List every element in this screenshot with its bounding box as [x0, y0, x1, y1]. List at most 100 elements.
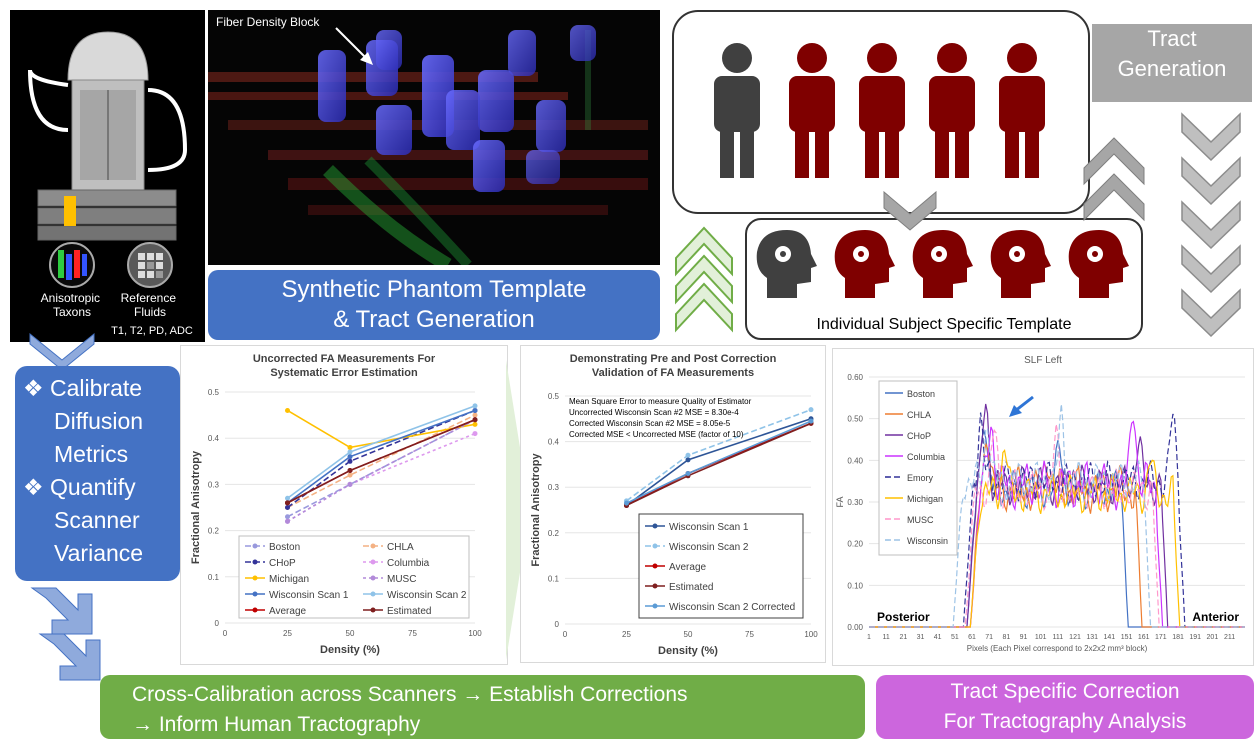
- chevron-right-icon: [506, 360, 530, 660]
- correction-validation-chart-card: Demonstrating Pre and Post Correction Val…: [520, 345, 826, 663]
- y-tick-label: 0.5: [208, 388, 220, 397]
- highlight-arrow: [1014, 395, 1034, 413]
- data-point: [685, 457, 691, 463]
- head-gear-icon: [834, 230, 895, 298]
- x-tick-label: 61: [968, 634, 976, 641]
- legend-marker: [252, 591, 258, 597]
- x-tick-label: 121: [1069, 634, 1081, 641]
- data-point: [472, 412, 478, 418]
- chevron-up-icon: [675, 254, 733, 305]
- mse-annotation: Corrected Wisconsin Scan #2 MSE = 8.05e-…: [569, 419, 731, 428]
- chevron-up-icon: [675, 282, 733, 333]
- individual-template-label: Individual Subject Specific Template: [816, 316, 1072, 333]
- chevron-down-icon: [883, 190, 937, 231]
- legend-label: Michigan: [907, 494, 943, 504]
- data-point: [624, 500, 629, 506]
- x-tick-label: 181: [1172, 634, 1184, 641]
- x-tick-label: 191: [1189, 634, 1201, 641]
- green-up-chevrons: [675, 226, 733, 333]
- legend-label: Columbia: [907, 452, 945, 462]
- head-gear-icon: [1068, 230, 1129, 298]
- x-tick-label: 100: [804, 630, 818, 639]
- legend-marker: [370, 543, 376, 549]
- data-point: [347, 481, 353, 487]
- grey-up-chevrons: [1083, 137, 1145, 222]
- diamond-bullet-icon: ❖: [23, 375, 44, 401]
- data-point: [472, 407, 478, 413]
- y-tick-label: 0.40: [847, 456, 863, 465]
- x-tick-label: 25: [283, 629, 292, 638]
- x-tick-label: 41: [934, 634, 942, 641]
- data-point: [285, 407, 290, 413]
- x-tick-label: 31: [917, 634, 925, 641]
- person-icon: [859, 43, 905, 178]
- y-tick-label: 0.20: [847, 540, 863, 549]
- phantom-dome: [67, 31, 149, 81]
- legend-label: Estimated: [387, 606, 431, 617]
- chevron-up-icon: [1083, 137, 1145, 186]
- y-tick-label: 0: [215, 619, 220, 628]
- annotation-arrowhead: [360, 52, 373, 65]
- data-point: [347, 468, 353, 474]
- x-tick-label: 101: [1035, 634, 1047, 641]
- calibration-box: ❖ Calibrate Diffusion Metrics ❖ Quantify…: [15, 366, 180, 581]
- anterior-label: Anterior: [1192, 610, 1239, 624]
- y-tick-label: 0.1: [208, 573, 220, 582]
- tract-generation-line1: Tract: [1147, 26, 1197, 51]
- anisotropic-label-line2: Taxons: [53, 305, 91, 319]
- blue-corner-arrows: [30, 587, 101, 681]
- y-tick-label: 0.10: [847, 581, 863, 590]
- series-line: [869, 403, 1245, 628]
- legend-label: Columbia: [387, 558, 430, 569]
- mse-annotation: Uncorrected Wisconsin Scan #2 MSE = 8.30…: [569, 408, 739, 417]
- series-line: [287, 418, 476, 504]
- legend-marker: [652, 583, 658, 589]
- data-point: [472, 417, 478, 423]
- loop-arrow-left: [28, 69, 69, 132]
- legend-label: Wisconsin Scan 2: [669, 542, 749, 553]
- x-tick-label: 141: [1104, 634, 1116, 641]
- data-point: [285, 500, 290, 506]
- synthetic-phantom-box: Synthetic Phantom Template & Tract Gener…: [208, 270, 660, 340]
- x-tick-label: 161: [1138, 634, 1150, 641]
- y-tick-label: 0.50: [847, 415, 863, 424]
- x-axis-label: Pixels (Each Pixel correspond to 2x2x2 m…: [967, 644, 1148, 653]
- subject-population-box: [672, 10, 1090, 214]
- legend-label: CHoP: [269, 558, 296, 569]
- calibrate-line3: Metrics: [54, 441, 129, 467]
- legend-label: Estimated: [669, 582, 713, 593]
- person-icon: [714, 43, 760, 178]
- legend-label: MUSC: [907, 515, 934, 525]
- anisotropic-label-line1: Anisotropic: [41, 291, 100, 305]
- data-point: [347, 444, 353, 450]
- y-tick-label: 0.30: [847, 498, 863, 507]
- green-transition-arrow: [506, 360, 530, 660]
- data-point: [285, 495, 290, 501]
- legend-marker: [370, 591, 376, 597]
- slf-left-chart-card: SLF Left 0.00 0.10 0.20 0.30 0.40 0.50 0.60 1 11 2…: [832, 348, 1254, 666]
- y-tick-label: 0.3: [548, 483, 560, 492]
- legend-box: [878, 380, 958, 556]
- data-point: [347, 454, 353, 460]
- data-point: [347, 458, 353, 464]
- chevron-down-icon: [1181, 244, 1241, 294]
- x-tick-label: 81: [1002, 634, 1010, 641]
- legend-marker: [252, 607, 258, 613]
- y-tick-label: 0.5: [548, 392, 560, 401]
- tract-correction-line1: Tract Specific Correction: [950, 680, 1180, 703]
- data-point: [808, 418, 814, 424]
- legend-box: [238, 535, 470, 619]
- legend-label: Wisconsin Scan 2 Corrected: [669, 602, 795, 613]
- person-icon: [999, 43, 1045, 178]
- y-tick-label: 0.00: [847, 623, 863, 632]
- cross-line1: Cross-Calibration across Scanners → Esta…: [132, 683, 688, 706]
- grey-down-chevrons: [1181, 112, 1241, 338]
- quantify-line2: Scanner: [54, 507, 140, 533]
- y-axis-label: Fractional Anisotropy: [530, 452, 542, 566]
- legend-marker: [652, 603, 658, 609]
- chevron-up-icon: [1083, 173, 1145, 222]
- phantom-device-illustration: Anisotropic Taxons Reference Fluids T1, …: [28, 31, 193, 337]
- legend-label: MUSC: [387, 574, 416, 585]
- reference-label-line1: Reference: [121, 291, 177, 305]
